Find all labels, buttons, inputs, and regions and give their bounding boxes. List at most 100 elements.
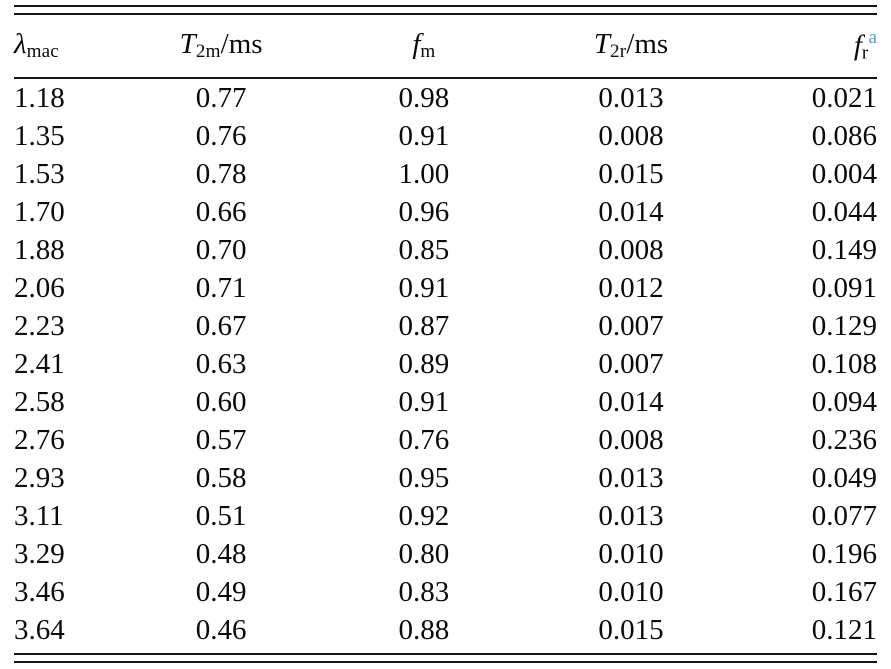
header-unit: /ms [220, 28, 263, 61]
header-subscript: m [420, 41, 436, 63]
table-cell: 0.014 [598, 385, 664, 418]
table-cell: 1.88 [14, 233, 65, 266]
table-cell: 2.58 [14, 385, 65, 418]
table-cell: 0.008 [598, 233, 664, 266]
header-symbol: T [179, 28, 196, 61]
table-cell: 0.67 [195, 309, 247, 342]
table-cell: 0.89 [398, 347, 450, 380]
table-header-row: λmac T2m/ms fm T2r/ms fra [14, 15, 877, 77]
table-row: 1.88 0.70 0.85 0.008 0.149 [14, 231, 877, 269]
table-cell: 3.29 [14, 537, 65, 570]
table-cell: 0.021 [811, 81, 877, 114]
table-row: 1.70 0.66 0.96 0.014 0.044 [14, 193, 877, 231]
table-cell: 0.51 [195, 499, 247, 532]
column-header-t2m: T2m/ms [126, 28, 316, 63]
table-cell: 0.077 [811, 499, 877, 532]
table-cell: 0.015 [598, 157, 664, 190]
table-cell: 0.95 [398, 461, 450, 494]
table-row: 3.46 0.49 0.83 0.010 0.167 [14, 573, 877, 611]
table-cell: 0.091 [811, 271, 877, 304]
table-cell: 1.00 [398, 157, 450, 190]
table-cell: 0.85 [398, 233, 450, 266]
table-cell: 0.007 [598, 309, 664, 342]
table-cell: 0.010 [598, 575, 664, 608]
table-cell: 0.92 [398, 499, 450, 532]
table-cell: 0.66 [195, 195, 247, 228]
table-cell: 0.96 [398, 195, 450, 228]
table-cell: 0.77 [195, 81, 247, 114]
column-header-fm: fm [316, 28, 532, 63]
header-symbol: f [853, 29, 862, 62]
table-cell: 1.18 [14, 81, 65, 114]
table-cell: 2.76 [14, 423, 65, 456]
header-rule [14, 77, 877, 79]
column-header-t2r: T2r/ms [532, 28, 730, 63]
table-cell: 0.236 [811, 423, 877, 456]
table-cell: 0.167 [811, 575, 877, 608]
table-cell: 0.012 [598, 271, 664, 304]
table-cell: 2.93 [14, 461, 65, 494]
table-cell: 0.129 [811, 309, 877, 342]
table-row: 1.53 0.78 1.00 0.015 0.004 [14, 155, 877, 193]
table-cell: 0.98 [398, 81, 450, 114]
table-cell: 0.196 [811, 537, 877, 570]
table-cell: 0.014 [598, 195, 664, 228]
header-unit: /ms [626, 28, 669, 61]
table-row: 1.35 0.76 0.91 0.008 0.086 [14, 117, 877, 155]
header-subscript: 2m [195, 41, 221, 63]
table-row: 1.18 0.77 0.98 0.013 0.021 [14, 79, 877, 117]
header-subscript: 2r [609, 41, 627, 63]
table-row: 2.76 0.57 0.76 0.008 0.236 [14, 421, 877, 459]
table-cell: 0.83 [398, 575, 450, 608]
header-symbol: T [593, 28, 610, 61]
data-table: λmac T2m/ms fm T2r/ms fra 1.18 0.77 0.98 0.… [14, 5, 877, 663]
table-cell: 0.48 [195, 537, 247, 570]
table-cell: 0.013 [598, 81, 664, 114]
table-row: 2.06 0.71 0.91 0.012 0.091 [14, 269, 877, 307]
table-cell: 0.086 [811, 119, 877, 152]
table-cell: 0.149 [811, 233, 877, 266]
table-cell: 0.004 [811, 157, 877, 190]
table-cell: 0.71 [195, 271, 247, 304]
table-cell: 0.008 [598, 423, 664, 456]
table-cell: 0.76 [195, 119, 247, 152]
table-cell: 2.41 [14, 347, 65, 380]
table-cell: 0.88 [398, 613, 450, 646]
table-row: 2.23 0.67 0.87 0.007 0.129 [14, 307, 877, 345]
table-cell: 0.008 [598, 119, 664, 152]
table-cell: 0.015 [598, 613, 664, 646]
table-cell: 0.010 [598, 537, 664, 570]
table-cell: 0.78 [195, 157, 247, 190]
table-cell: 3.46 [14, 575, 65, 608]
footnote-marker: a [868, 27, 877, 49]
top-double-rule [14, 5, 877, 15]
table-cell: 3.64 [14, 613, 65, 646]
column-header-lambda-mac: λmac [14, 28, 126, 63]
table-row: 2.93 0.58 0.95 0.013 0.049 [14, 459, 877, 497]
table-row: 2.58 0.60 0.91 0.014 0.094 [14, 383, 877, 421]
header-symbol: λ [14, 28, 27, 61]
header-subscript: r [861, 42, 869, 64]
table-cell: 0.013 [598, 461, 664, 494]
table-cell: 0.044 [811, 195, 877, 228]
table-body: 1.18 0.77 0.98 0.013 0.021 1.35 0.76 0.91 0.008 0… [14, 79, 877, 653]
table-cell: 2.06 [14, 271, 65, 304]
header-symbol: f [412, 28, 421, 61]
table-cell: 0.57 [195, 423, 247, 456]
column-header-fr: fra [730, 27, 877, 65]
table-row: 3.64 0.46 0.88 0.015 0.121 [14, 611, 877, 649]
table-cell: 0.121 [811, 613, 877, 646]
table-row: 2.41 0.63 0.89 0.007 0.108 [14, 345, 877, 383]
table-cell: 0.70 [195, 233, 247, 266]
table-cell: 0.49 [195, 575, 247, 608]
table-cell: 0.108 [811, 347, 877, 380]
table-cell: 0.007 [598, 347, 664, 380]
table-cell: 2.23 [14, 309, 65, 342]
table-cell: 0.91 [398, 385, 450, 418]
table-cell: 0.58 [195, 461, 247, 494]
table-cell: 0.094 [811, 385, 877, 418]
table-cell: 0.46 [195, 613, 247, 646]
table-cell: 3.11 [14, 499, 64, 532]
table-cell: 1.35 [14, 119, 65, 152]
table-cell: 0.91 [398, 119, 450, 152]
